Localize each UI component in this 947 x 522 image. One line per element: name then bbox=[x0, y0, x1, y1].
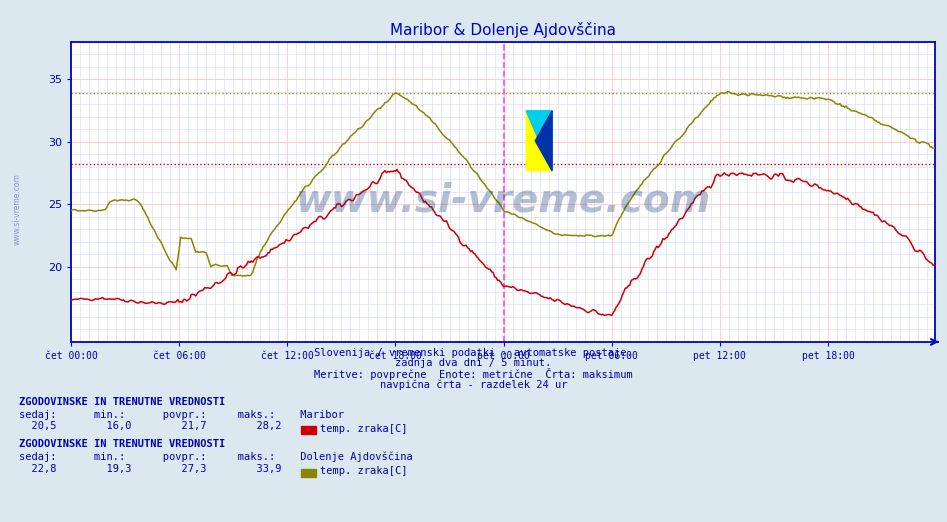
Title: Maribor & Dolenje Ajdovščina: Maribor & Dolenje Ajdovščina bbox=[390, 22, 616, 38]
Polygon shape bbox=[535, 111, 552, 171]
Polygon shape bbox=[527, 111, 552, 171]
Text: Meritve: povprečne  Enote: metrične  Črta: maksimum: Meritve: povprečne Enote: metrične Črta:… bbox=[314, 368, 633, 380]
Text: navpična črta - razdelek 24 ur: navpična črta - razdelek 24 ur bbox=[380, 380, 567, 390]
Text: Slovenija / vremenski podatki - avtomatske postaje.: Slovenija / vremenski podatki - avtomats… bbox=[314, 348, 633, 358]
Text: 20,5        16,0        21,7        28,2: 20,5 16,0 21,7 28,2 bbox=[19, 421, 281, 431]
Polygon shape bbox=[527, 111, 552, 171]
Text: zadnja dva dni / 5 minut.: zadnja dva dni / 5 minut. bbox=[396, 359, 551, 369]
Text: ZGODOVINSKE IN TRENUTNE VREDNOSTI: ZGODOVINSKE IN TRENUTNE VREDNOSTI bbox=[19, 440, 225, 449]
Text: sedaj:      min.:      povpr.:     maks.:    Maribor: sedaj: min.: povpr.: maks.: Maribor bbox=[19, 410, 344, 420]
Text: temp. zraka[C]: temp. zraka[C] bbox=[320, 467, 407, 477]
Text: 22,8        19,3        27,3        33,9: 22,8 19,3 27,3 33,9 bbox=[19, 464, 281, 474]
Text: ZGODOVINSKE IN TRENUTNE VREDNOSTI: ZGODOVINSKE IN TRENUTNE VREDNOSTI bbox=[19, 397, 225, 407]
Text: www.si-vreme.com: www.si-vreme.com bbox=[12, 173, 22, 245]
Text: sedaj:      min.:      povpr.:     maks.:    Dolenje Ajdovščina: sedaj: min.: povpr.: maks.: Dolenje Ajdo… bbox=[19, 452, 413, 462]
Text: temp. zraka[C]: temp. zraka[C] bbox=[320, 424, 407, 434]
Text: www.si-vreme.com: www.si-vreme.com bbox=[295, 182, 710, 220]
